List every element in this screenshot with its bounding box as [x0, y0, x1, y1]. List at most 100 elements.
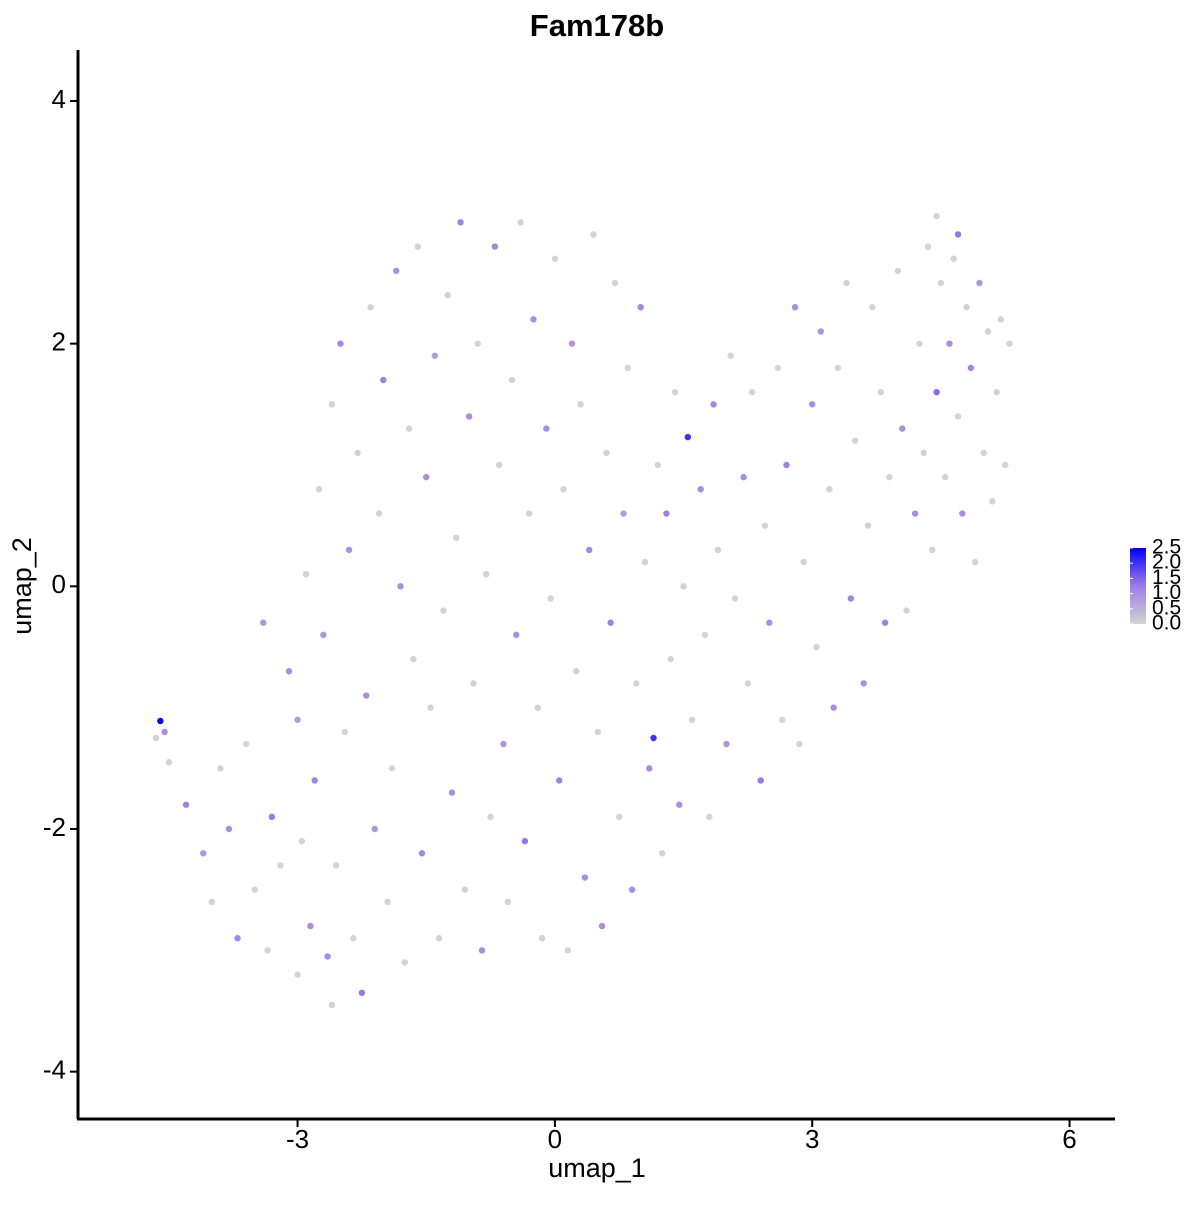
point [607, 619, 614, 626]
point [993, 388, 1000, 396]
point [268, 813, 276, 821]
point [423, 473, 430, 481]
point [440, 607, 447, 614]
point [225, 825, 233, 833]
point [989, 498, 996, 505]
point [401, 959, 408, 966]
point [564, 947, 571, 954]
point [332, 862, 340, 869]
point [251, 886, 258, 893]
point [899, 425, 906, 432]
point [371, 825, 378, 833]
point [320, 631, 327, 639]
point [663, 510, 670, 517]
point [285, 668, 293, 675]
point [1006, 340, 1013, 347]
point [740, 473, 747, 481]
point [950, 255, 957, 262]
point [680, 583, 687, 590]
point [937, 279, 945, 287]
point [710, 401, 717, 408]
point [350, 935, 357, 942]
point [435, 935, 443, 942]
y-tick-label: 0 [52, 569, 66, 599]
point [521, 837, 529, 845]
point [598, 922, 606, 930]
point [543, 425, 550, 432]
point [916, 340, 923, 347]
point [277, 862, 284, 869]
point [547, 595, 554, 602]
point [302, 570, 310, 578]
point [684, 433, 692, 441]
point [491, 243, 499, 250]
point [375, 510, 383, 517]
point [470, 680, 477, 687]
point [294, 716, 301, 723]
point [796, 740, 803, 748]
point [778, 716, 786, 723]
points [152, 213, 1013, 1009]
point [933, 388, 940, 396]
point [646, 765, 653, 772]
point [984, 328, 992, 335]
point [933, 213, 940, 220]
point [478, 947, 486, 954]
point [538, 935, 546, 942]
point [911, 510, 919, 517]
point [414, 243, 421, 250]
point [315, 486, 323, 493]
x-axis-label: umap_1 [548, 1153, 646, 1183]
point [384, 898, 391, 906]
point [328, 401, 336, 408]
point [444, 291, 451, 299]
point [405, 425, 413, 432]
point [834, 364, 842, 372]
point [431, 352, 439, 359]
point [581, 874, 589, 881]
x-tick-label: 3 [805, 1124, 819, 1154]
point [701, 631, 709, 639]
point [328, 1001, 336, 1009]
point [658, 850, 666, 857]
point [723, 740, 730, 748]
point [847, 595, 855, 602]
point [568, 340, 576, 347]
point [633, 680, 640, 687]
point [427, 704, 434, 711]
point [817, 328, 824, 335]
x-tick-label: 0 [548, 1124, 562, 1154]
point [555, 777, 563, 784]
point [654, 461, 662, 469]
point [727, 352, 734, 359]
point [800, 558, 807, 566]
point [603, 449, 610, 457]
point [311, 777, 318, 784]
point [731, 595, 739, 602]
point [894, 267, 902, 275]
point [525, 510, 533, 517]
point [650, 734, 657, 742]
point [971, 558, 979, 566]
point [620, 510, 627, 517]
point [418, 850, 426, 857]
y-axis-label: umap_2 [7, 537, 37, 635]
point [624, 364, 632, 372]
point [465, 413, 473, 420]
point [495, 461, 503, 469]
point [474, 340, 481, 347]
point [483, 570, 490, 578]
point [611, 279, 619, 287]
point [967, 364, 975, 372]
point [448, 789, 456, 796]
point [697, 486, 704, 493]
point [345, 546, 353, 554]
y-tick-label: -2 [43, 812, 66, 842]
point [813, 643, 820, 651]
point [513, 631, 520, 639]
point [461, 886, 469, 893]
point [388, 765, 396, 772]
point [688, 716, 696, 723]
point [534, 704, 541, 711]
